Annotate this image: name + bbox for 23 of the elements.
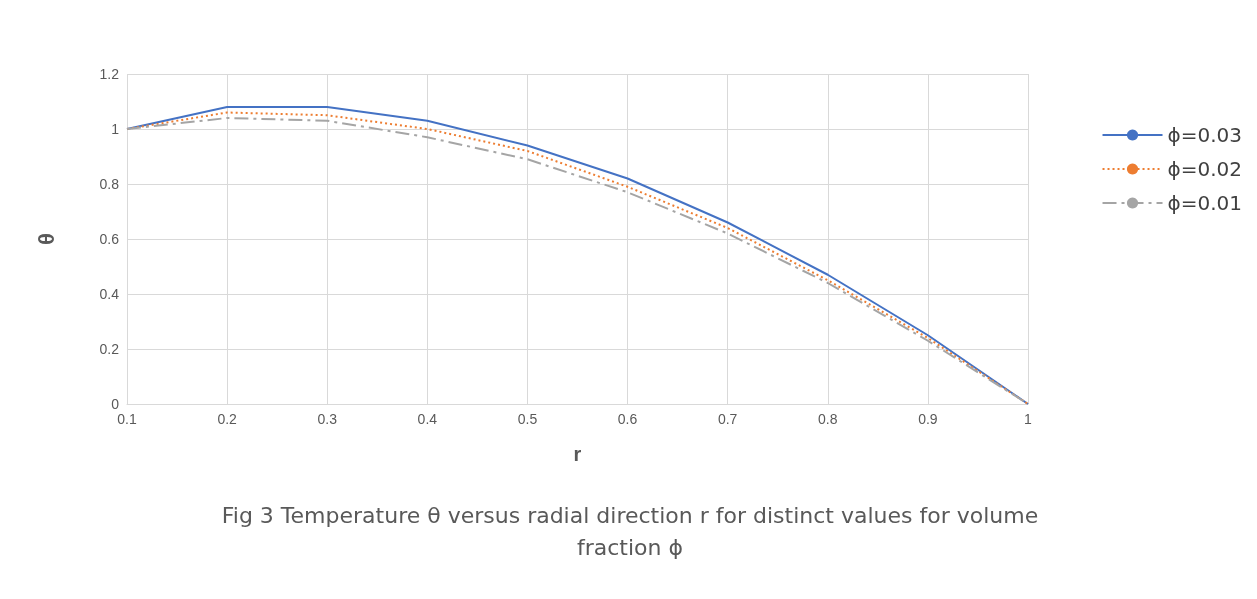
legend-label: ϕ=0.02 <box>1167 157 1242 181</box>
x-tick-label: 0.6 <box>617 411 638 427</box>
x-tick-label: 0.9 <box>918 411 938 427</box>
x-tick-label: 0.1 <box>117 411 137 427</box>
x-tick-label: 0.2 <box>217 411 238 427</box>
legend-label: ϕ=0.01 <box>1167 191 1242 215</box>
y-tick-label: 0.6 <box>99 231 120 247</box>
y-axis-title: θ <box>33 233 59 245</box>
y-tick-label: 1 <box>111 121 120 137</box>
y-tick-label: 0.8 <box>99 176 120 192</box>
y-tick-label: 0.2 <box>99 341 120 357</box>
x-tick-label: 0.3 <box>317 411 338 427</box>
x-tick-label: 0.5 <box>517 411 538 427</box>
x-tick-label: 0.8 <box>818 411 838 427</box>
y-tick-label: 1.2 <box>99 66 120 82</box>
y-tick-label: 0 <box>111 396 120 412</box>
y-tick-label: 0.4 <box>99 286 120 302</box>
x-axis-title: r <box>573 443 582 465</box>
text: Fig 3 Temperature θ versus radial direction r for distinct values for volume fraction ϕ <box>220 502 1040 562</box>
legend-label: ϕ=0.03 <box>1167 123 1242 147</box>
x-tick-label: 1 <box>1024 411 1033 427</box>
x-tick-label: 0.4 <box>417 411 438 427</box>
x-tick-label: 0.7 <box>717 411 738 427</box>
